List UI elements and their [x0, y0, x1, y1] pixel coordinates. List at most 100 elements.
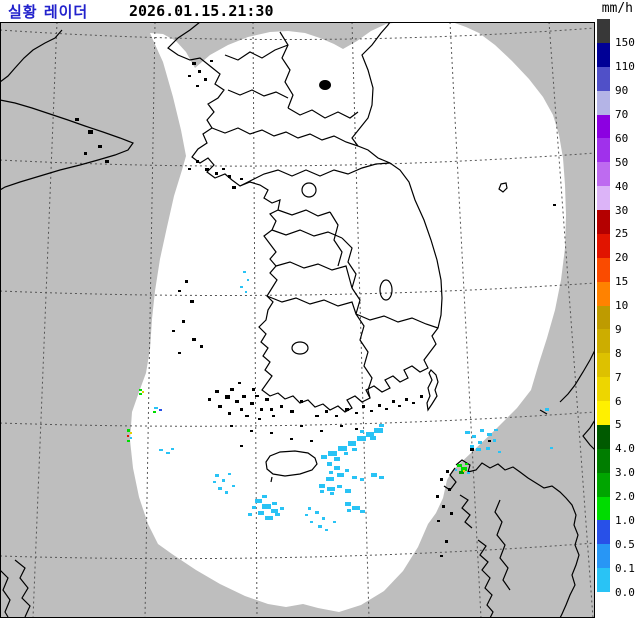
echo-cell	[232, 485, 235, 487]
echo-cell	[345, 469, 349, 472]
nk-province-boundary-2	[224, 44, 289, 61]
scale-color-segment	[597, 353, 610, 378]
daegu-boundary-ring	[379, 279, 393, 301]
scale-color-segment	[597, 233, 610, 258]
echo-cell	[330, 492, 334, 495]
honshu-coastline-2	[582, 419, 596, 451]
scale-color-segment	[597, 472, 610, 497]
scale-color-segment	[597, 592, 610, 616]
echo-cell	[334, 466, 340, 470]
echo-cell	[127, 435, 129, 437]
echo-cell	[159, 409, 162, 411]
scale-tick-label: 3.0	[615, 466, 635, 480]
echo-cell	[139, 389, 142, 391]
echo-cell	[275, 513, 280, 516]
echo-cell	[337, 473, 344, 477]
dmz-boundary	[239, 162, 391, 187]
echo-cell	[252, 506, 256, 509]
scale-tick-label: 0.5	[615, 537, 635, 551]
scale-color-segment	[597, 138, 610, 163]
echo-cell	[139, 393, 142, 395]
echo-cell	[360, 478, 364, 481]
echo-cell	[327, 462, 332, 466]
echo-cell	[130, 432, 132, 434]
echo-cell	[478, 441, 482, 444]
shimonoseki-coastline	[539, 409, 548, 415]
echo-cell	[327, 487, 335, 491]
echo-cell	[240, 286, 243, 288]
echo-cell	[248, 513, 252, 516]
nagasaki-coastline	[459, 494, 473, 529]
korea-coastline	[167, 21, 443, 413]
ulleungdo-coastline	[498, 182, 508, 193]
sk-province-boundary-4	[341, 237, 357, 289]
scale-color-segment	[597, 329, 610, 354]
scale-tick-label: 60	[615, 131, 629, 145]
echo-cell	[153, 411, 156, 413]
echo-cell	[262, 504, 271, 509]
gwangju-boundary-ring	[291, 341, 309, 355]
echo-cell	[322, 517, 325, 520]
echo-cell	[247, 279, 249, 281]
scale-tick-label: 7	[615, 370, 622, 384]
echo-cell	[154, 407, 158, 409]
scale-color-segment	[597, 424, 610, 449]
echo-cell	[493, 439, 496, 442]
echo-cell	[326, 477, 334, 481]
scale-tick-label: 20	[615, 251, 629, 265]
echo-cell	[310, 521, 313, 523]
echo-cell	[262, 495, 267, 498]
scale-color-segment	[597, 305, 610, 330]
scale-tick-label: 1.0	[615, 513, 635, 527]
echo-cell	[130, 437, 132, 439]
radar-map	[0, 21, 596, 619]
sk-province-boundary-6	[351, 287, 373, 399]
echo-cell	[352, 448, 357, 451]
scale-color-segment	[597, 42, 610, 67]
echo-cell	[357, 436, 366, 441]
echo-cell	[272, 502, 277, 505]
scale-color-segment	[597, 210, 610, 234]
echo-cell	[159, 449, 163, 451]
echo-cell	[360, 430, 364, 433]
scale-color-segment	[597, 377, 610, 401]
nk-province-boundary-4	[227, 89, 289, 99]
echo-cell	[379, 424, 384, 427]
scale-color-segment	[597, 544, 610, 569]
scale-color-segment	[597, 114, 610, 139]
scale-color-segment	[597, 401, 610, 425]
echo-cell	[319, 484, 325, 488]
legend-unit-label: mm/h	[601, 1, 633, 16]
nk-province-boundary-5	[211, 127, 359, 147]
sk-province-boundary-2	[271, 229, 343, 239]
echo-cell	[127, 429, 130, 432]
scale-tick-label: 50	[615, 155, 629, 169]
scale-tick-label: 150	[615, 36, 635, 50]
echo-cell	[225, 491, 228, 494]
echo-cell	[470, 445, 474, 448]
sk-province-boundary-1	[277, 209, 331, 217]
scale-tick-label: 2.0	[615, 490, 635, 504]
scale-tick-label: 9	[615, 322, 622, 336]
echo-cell	[333, 521, 336, 523]
echo-cell	[325, 529, 328, 531]
echo-cell	[374, 428, 383, 433]
scale-tick-label: 5	[615, 418, 622, 432]
echo-cell	[486, 447, 490, 450]
echo-cell	[480, 429, 484, 432]
echo-cell	[455, 469, 457, 471]
echo-cell	[476, 448, 481, 451]
echo-cell	[345, 489, 351, 493]
echo-cell	[245, 291, 247, 293]
china-coastline	[0, 29, 63, 83]
scale-color-segment	[597, 19, 610, 43]
echo-cell	[345, 502, 351, 506]
echo-cell	[215, 474, 219, 477]
scale-tick-label: 0.1	[615, 561, 635, 575]
echo-cell	[338, 446, 347, 451]
scale-tick-label: 110	[615, 60, 635, 74]
shandong-coastline-2	[0, 569, 11, 618]
echo-cell	[347, 509, 351, 512]
echo-cell	[498, 451, 501, 453]
echo-cell	[379, 476, 384, 479]
